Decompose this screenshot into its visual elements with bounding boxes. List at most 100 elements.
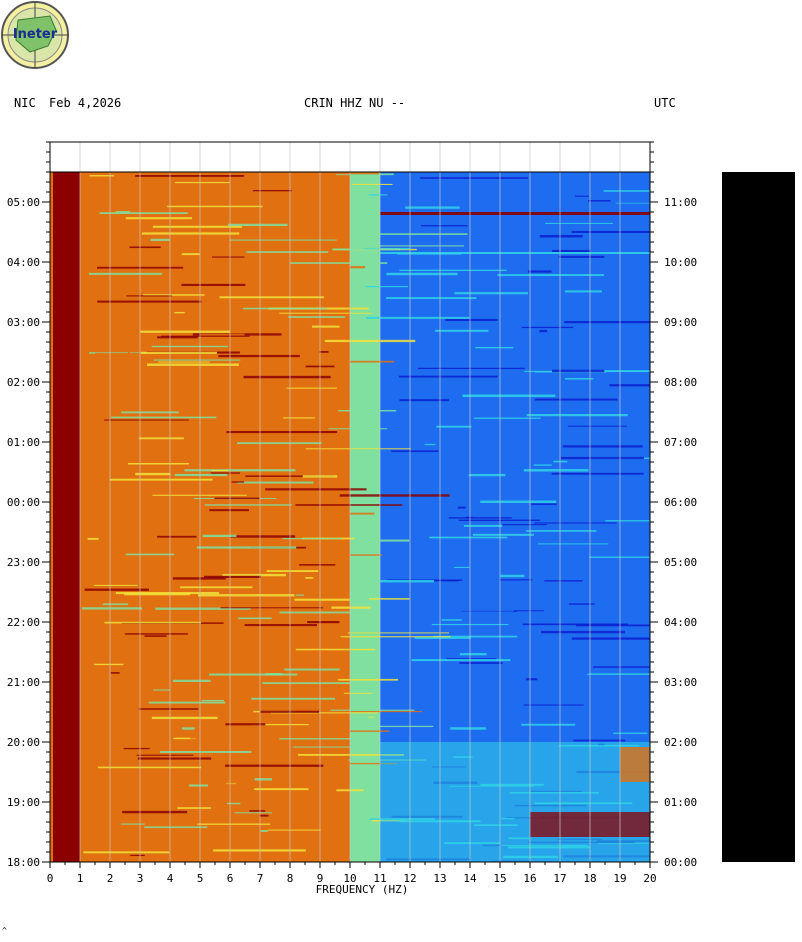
heatmap-streak [540, 628, 589, 631]
heatmap-streak [151, 716, 218, 720]
heatmap-streak [560, 456, 644, 460]
heatmap-streak [454, 566, 470, 568]
x-tick-label: 17 [553, 872, 566, 885]
heatmap-streak [104, 394, 168, 397]
heatmap-streak [576, 426, 650, 428]
x-tick-label: 11 [373, 872, 386, 885]
heatmap-streak [202, 534, 237, 538]
heatmap-streak [226, 802, 241, 805]
heatmap-streak [435, 329, 489, 332]
heatmap-streak [174, 311, 185, 314]
heatmap-streak [472, 533, 535, 536]
heatmap-streak [457, 506, 466, 509]
heatmap-streak [463, 524, 503, 527]
heatmap-region-2 [350, 172, 380, 862]
heatmap-streak [127, 462, 190, 465]
heatmap-streak [282, 538, 342, 540]
heatmap-streak [365, 285, 409, 288]
heatmap-streak [86, 778, 127, 780]
heatmap-streak [123, 747, 150, 750]
x-tick-label: 6 [227, 872, 234, 885]
heatmap-streak [115, 211, 131, 213]
heatmap-streak [173, 737, 196, 740]
heatmap-streak [523, 469, 589, 472]
heatmap-streak [242, 307, 328, 310]
heatmap-streak [265, 488, 367, 491]
heatmap-streak [243, 375, 331, 379]
heatmap-streak [307, 621, 340, 624]
heatmap-streak [121, 411, 179, 414]
y-left-tick-label: 04:00 [7, 256, 40, 269]
heatmap-streak [588, 556, 650, 558]
heatmap-streak [137, 757, 212, 760]
heatmap-streak [399, 269, 507, 272]
heatmap-streak [83, 851, 170, 854]
heatmap-streak [429, 419, 488, 422]
heatmap-streak [124, 592, 191, 596]
heatmap-streak [398, 490, 406, 493]
heatmap-streak [371, 233, 468, 235]
heatmap-streak [549, 694, 595, 696]
heatmap-streak [229, 239, 337, 241]
y-left-tick-label: 21:00 [7, 676, 40, 689]
heatmap-streak [138, 708, 199, 710]
heatmap-streak [106, 765, 216, 767]
heatmap-streak [237, 442, 322, 445]
heatmap-streak [262, 682, 352, 685]
heatmap-streak [294, 598, 350, 601]
heatmap-streak [523, 180, 634, 183]
heatmap-streak [200, 333, 245, 337]
heatmap-streak [214, 497, 260, 500]
heatmap-streak [567, 425, 628, 427]
heatmap-streak [136, 754, 194, 756]
heatmap-streak [267, 829, 321, 831]
heatmap-streak [244, 624, 318, 627]
heatmap-streak [92, 291, 103, 295]
heatmap-streak [551, 198, 561, 201]
y-right-tick-label: 00:00 [664, 856, 697, 869]
heatmap-streak [364, 751, 372, 753]
heatmap-streak [562, 445, 643, 448]
heatmap-streak [181, 385, 196, 387]
heatmap-streak [613, 732, 648, 734]
heatmap-streak [451, 459, 515, 462]
heatmap-streak [558, 255, 605, 258]
y-left-tick-label: 18:00 [7, 856, 40, 869]
heatmap-streak [332, 360, 395, 363]
heatmap-streak [97, 300, 202, 303]
heatmap-region-1 [80, 172, 350, 862]
heatmap-streak [526, 678, 538, 681]
heatmap-streak [110, 672, 120, 674]
x-tick-label: 9 [317, 872, 324, 885]
x-tick-label: 7 [257, 872, 264, 885]
heatmap-streak [475, 346, 514, 349]
heatmap-streak [316, 730, 390, 732]
heatmap-streak [459, 662, 503, 664]
heatmap-streak [534, 522, 617, 524]
x-tick-label: 5 [197, 872, 204, 885]
heatmap-streak [571, 230, 650, 233]
heatmap-streak [87, 537, 99, 540]
heatmap-streak [144, 635, 167, 637]
y-right-tick-label: 09:00 [664, 316, 697, 329]
heatmap-streak [603, 190, 650, 192]
heatmap-streak [462, 394, 556, 398]
heatmap-streak [137, 643, 159, 646]
x-tick-label: 13 [433, 872, 446, 885]
heatmap-streak [238, 617, 272, 620]
heatmap-streak [361, 173, 377, 176]
heatmap-streak [256, 266, 366, 269]
heatmap-streak [380, 252, 650, 254]
heatmap-streak [347, 632, 449, 634]
heatmap-streak [461, 610, 514, 612]
x-tick-label: 15 [493, 872, 506, 885]
x-tick-label: 3 [137, 872, 144, 885]
heatmap-streak [565, 202, 581, 206]
heatmap-streak [120, 823, 145, 825]
x-tick-label: 18 [583, 872, 596, 885]
heatmap-streak [152, 225, 243, 228]
y-left-tick-label: 01:00 [7, 436, 40, 449]
heatmap-streak [193, 413, 299, 416]
heatmap-streak [380, 742, 650, 862]
heatmap-streak [305, 448, 411, 450]
